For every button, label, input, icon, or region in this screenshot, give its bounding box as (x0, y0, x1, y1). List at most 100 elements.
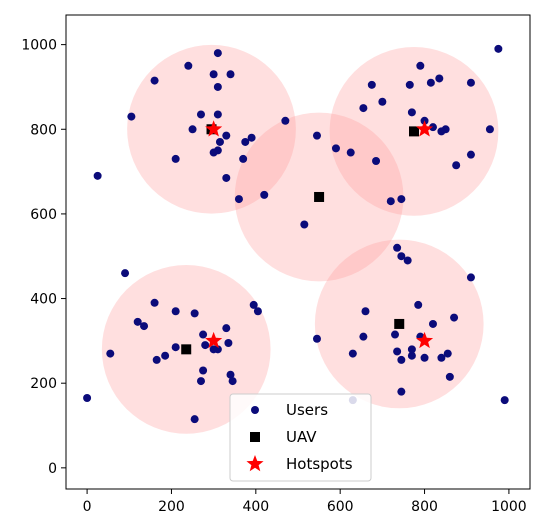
user-point (222, 173, 231, 182)
hotspot-layer (205, 120, 434, 349)
hotspot-point (415, 120, 434, 137)
user-point (346, 148, 355, 157)
plot-frame (65, 14, 531, 490)
y-tick-label: 1000 (21, 38, 57, 54)
user-point (386, 197, 395, 206)
user-point (312, 131, 321, 140)
user-point (414, 300, 423, 309)
uav-point (314, 191, 325, 202)
user-point (407, 345, 416, 354)
user-point (397, 195, 406, 204)
x-tick-label: 1000 (491, 499, 527, 515)
user-point (428, 123, 437, 132)
users-layer (83, 44, 509, 424)
uav-point (409, 126, 419, 137)
user-point (222, 131, 231, 140)
user-point (253, 307, 262, 316)
legend: Users UAV Hotspots (229, 393, 372, 482)
user-point (437, 127, 446, 136)
y-tick-label: 400 (30, 292, 57, 308)
legend-users-label: Users (286, 401, 328, 419)
user-point (152, 355, 161, 364)
user-point (300, 220, 309, 229)
user-point (196, 110, 205, 119)
user-point (106, 349, 115, 358)
y-tick-label: 600 (30, 207, 57, 223)
x-tick-label: 800 (411, 499, 438, 515)
user-point (312, 334, 321, 343)
user-point (121, 269, 130, 278)
user-point (348, 349, 357, 358)
uav-point (394, 318, 405, 329)
user-point (161, 351, 170, 360)
legend-users-marker (251, 406, 259, 414)
user-point (405, 80, 414, 89)
user-point (378, 97, 387, 106)
y-tick-label: 0 (48, 461, 57, 477)
user-point (452, 161, 461, 170)
user-point (199, 330, 208, 339)
user-point (224, 338, 233, 347)
uav-point (181, 344, 192, 355)
user-point (247, 133, 256, 142)
x-tick-label: 400 (242, 499, 269, 515)
user-point (209, 70, 218, 79)
user-point (428, 319, 437, 328)
x-tick-label: 200 (158, 499, 185, 515)
user-point (213, 110, 222, 119)
user-point (213, 82, 222, 91)
user-point (466, 78, 475, 87)
user-point (426, 78, 435, 87)
legend-uav-label: UAV (286, 428, 317, 446)
user-point (466, 150, 475, 159)
user-point (260, 190, 269, 199)
user-point (393, 243, 402, 252)
user-point (437, 353, 446, 362)
user-point (359, 104, 368, 113)
user-point (466, 273, 475, 282)
user-point (150, 298, 159, 307)
legend-uav-marker (250, 432, 260, 442)
user-point (239, 154, 248, 163)
user-point (171, 154, 180, 163)
user-point (201, 341, 210, 350)
user-point (420, 353, 429, 362)
user-point (359, 332, 368, 341)
x-tick-label: 600 (327, 499, 354, 515)
x-tick-label: 0 (83, 499, 92, 515)
user-point (190, 309, 199, 318)
legend-hotspots-marker (246, 455, 264, 472)
user-point (331, 144, 340, 153)
user-point (226, 70, 235, 79)
user-point (171, 343, 180, 352)
user-point (281, 116, 290, 125)
user-point (397, 252, 406, 261)
user-point (407, 108, 416, 117)
user-point (226, 370, 235, 379)
y-tick-label: 200 (30, 376, 57, 392)
user-point (435, 74, 444, 83)
user-point (199, 366, 208, 375)
user-point (397, 355, 406, 364)
user-point (184, 61, 193, 70)
user-point (416, 61, 425, 70)
user-point (140, 322, 149, 331)
user-point (196, 377, 205, 386)
hotspot-point (415, 331, 434, 349)
user-point (500, 396, 509, 405)
user-point (397, 387, 406, 396)
y-tick-label: 800 (30, 122, 57, 138)
user-point (372, 157, 381, 166)
user-point (407, 351, 416, 360)
user-point (215, 137, 224, 146)
user-point (171, 307, 180, 316)
user-point (443, 349, 452, 358)
user-point (188, 125, 197, 134)
user-point (150, 76, 159, 85)
user-point (485, 125, 494, 134)
user-point (450, 313, 459, 322)
user-point (190, 415, 199, 424)
user-point (391, 330, 400, 339)
user-point (228, 377, 237, 386)
